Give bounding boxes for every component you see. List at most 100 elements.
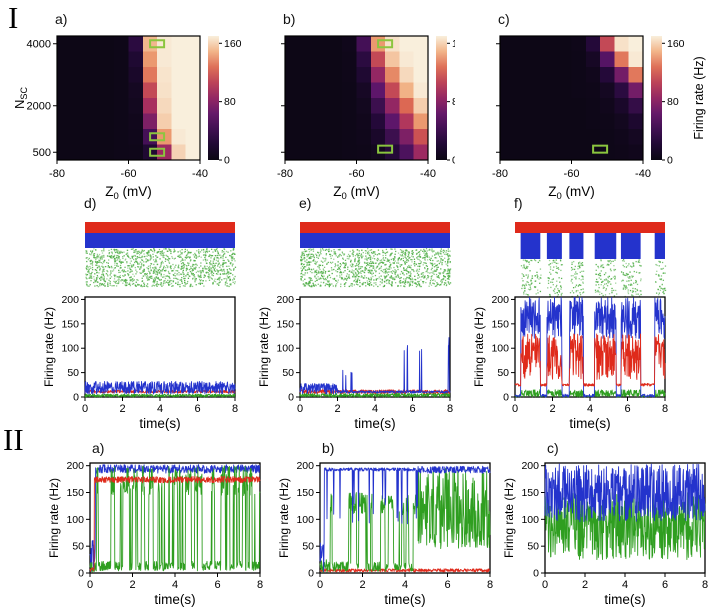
svg-text:0: 0	[73, 392, 79, 404]
panel-letter-Ie: e)	[299, 195, 312, 211]
svg-text:50: 50	[302, 541, 314, 553]
svg-text:Firing rate (Hz): Firing rate (Hz)	[502, 478, 516, 558]
svg-text:100: 100	[66, 514, 84, 526]
svg-text:8: 8	[232, 403, 238, 415]
svg-text:2: 2	[549, 403, 555, 415]
svg-text:6: 6	[662, 579, 668, 591]
svg-text:NSC: NSC	[12, 87, 29, 109]
svg-text:200: 200	[296, 460, 314, 472]
svg-text:500: 500	[33, 147, 51, 159]
svg-text:8: 8	[487, 579, 493, 591]
svg-text:150: 150	[61, 318, 79, 330]
svg-text:-60: -60	[121, 168, 137, 180]
svg-text:Firing rate (Hz): Firing rate (Hz)	[277, 478, 291, 558]
svg-text:6: 6	[194, 403, 200, 415]
svg-text:0: 0	[82, 403, 88, 415]
svg-text:100: 100	[521, 514, 539, 526]
raster-firingrate-panel-e: 0 50 100 150 200 0 2 4 6 8 Firing rate (Hz) time(s)	[257, 222, 453, 431]
svg-text:time(s): time(s)	[154, 592, 195, 607]
svg-text:150: 150	[491, 318, 509, 330]
svg-text:0: 0	[224, 155, 230, 167]
svg-text:4: 4	[587, 403, 593, 415]
firingrate-panel-IIb: 0 50 100 150 200 0 2 4 6 8 Firing rate (Hz) time(s)	[277, 460, 493, 607]
svg-text:-60: -60	[564, 168, 580, 180]
svg-text:2: 2	[359, 579, 365, 591]
svg-text:-40: -40	[420, 168, 436, 180]
svg-text:4: 4	[622, 579, 628, 591]
svg-text:160: 160	[452, 38, 455, 50]
group-label-II: II	[3, 422, 24, 457]
svg-text:2: 2	[334, 403, 340, 415]
svg-text:0: 0	[667, 155, 673, 167]
svg-text:100: 100	[276, 343, 294, 355]
svg-text:200: 200	[66, 460, 84, 472]
heatmap-panel-a: -80 -60 -40 Z0 (mV) 500 2000 4000 NSC 0 80 160	[12, 35, 242, 200]
svg-text:6: 6	[214, 579, 220, 591]
svg-text:Z0 (mV): Z0 (mV)	[105, 184, 152, 200]
raster-firingrate-panel-d: 0 50 100 150 200 0 2 4 6 8 Firing rate (Hz) time(s)	[42, 222, 238, 431]
svg-text:100: 100	[491, 343, 509, 355]
svg-text:0: 0	[533, 568, 539, 580]
svg-text:100: 100	[61, 343, 79, 355]
svg-text:0: 0	[542, 579, 548, 591]
svg-text:2: 2	[129, 579, 135, 591]
svg-text:Z0 (mV): Z0 (mV)	[548, 184, 595, 200]
svg-text:200: 200	[61, 294, 79, 306]
svg-text:200: 200	[276, 294, 294, 306]
svg-text:4000: 4000	[27, 38, 51, 50]
svg-text:time(s): time(s)	[604, 592, 645, 607]
svg-text:150: 150	[521, 487, 539, 499]
svg-text:80: 80	[224, 96, 236, 108]
svg-text:2: 2	[582, 579, 588, 591]
panel-letter-IIa: a)	[92, 440, 105, 456]
svg-text:2: 2	[119, 403, 125, 415]
svg-text:-80: -80	[492, 168, 508, 180]
svg-text:4: 4	[402, 579, 408, 591]
svg-text:time(s): time(s)	[384, 592, 425, 607]
svg-text:150: 150	[276, 318, 294, 330]
svg-text:Z0 (mV): Z0 (mV)	[333, 184, 380, 200]
svg-text:-80: -80	[277, 168, 293, 180]
svg-text:80: 80	[667, 96, 679, 108]
heatmap-panel-c: -80 -60 -40 Z0 (mV) 0 80 160 Firing rate (Hz)	[492, 35, 706, 200]
svg-text:200: 200	[521, 460, 539, 472]
svg-text:-40: -40	[192, 168, 208, 180]
svg-text:8: 8	[447, 403, 453, 415]
svg-text:6: 6	[444, 579, 450, 591]
heatmap-panel-b: -80 -60 -40 Z0 (mV) 0 80 160	[277, 35, 455, 200]
svg-text:160: 160	[224, 38, 242, 50]
svg-text:8: 8	[702, 579, 708, 591]
svg-text:50: 50	[282, 367, 294, 379]
svg-text:50: 50	[497, 367, 509, 379]
svg-text:4: 4	[372, 403, 378, 415]
svg-text:Firing rate (Hz): Firing rate (Hz)	[472, 307, 486, 387]
svg-text:Firing rate (Hz): Firing rate (Hz)	[42, 307, 56, 387]
svg-text:80: 80	[452, 96, 455, 108]
svg-text:time(s): time(s)	[354, 416, 395, 431]
panel-letter-IIb: b)	[322, 440, 335, 456]
raster-firingrate-panel-f: 0 50 100 150 200 0 2 4 6 8 Firing rate (Hz) time(s)	[472, 222, 668, 431]
svg-text:0: 0	[308, 568, 314, 580]
svg-text:0: 0	[512, 403, 518, 415]
svg-text:4: 4	[157, 403, 163, 415]
svg-text:-80: -80	[49, 168, 65, 180]
group-label-I: I	[8, 0, 19, 35]
svg-text:time(s): time(s)	[569, 416, 610, 431]
svg-text:100: 100	[296, 514, 314, 526]
svg-text:Firing rate (Hz): Firing rate (Hz)	[692, 56, 706, 139]
svg-text:0: 0	[503, 392, 509, 404]
svg-text:50: 50	[72, 541, 84, 553]
svg-text:2000: 2000	[27, 100, 51, 112]
svg-text:0: 0	[317, 579, 323, 591]
svg-text:8: 8	[257, 579, 263, 591]
svg-text:0: 0	[452, 155, 455, 167]
firingrate-panel-IIa: 0 50 100 150 200 0 2 4 6 8 Firing rate (Hz) time(s)	[47, 460, 263, 607]
svg-text:50: 50	[527, 541, 539, 553]
svg-text:8: 8	[662, 403, 668, 415]
svg-text:0: 0	[297, 403, 303, 415]
svg-text:6: 6	[624, 403, 630, 415]
svg-text:time(s): time(s)	[139, 416, 180, 431]
svg-text:Firing rate (Hz): Firing rate (Hz)	[47, 478, 61, 558]
svg-text:150: 150	[296, 487, 314, 499]
